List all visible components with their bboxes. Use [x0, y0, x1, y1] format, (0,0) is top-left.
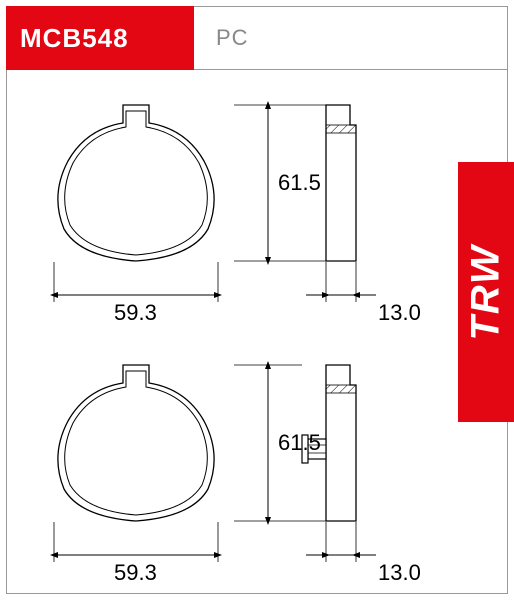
brand-logo-text: TRW [464, 244, 509, 340]
dim-pad2-height: 61.5 [278, 430, 321, 455]
product-code: PC [216, 25, 249, 51]
dim-pad2-width: 59.3 [114, 560, 157, 585]
dim-pad1-height: 61.5 [278, 170, 321, 195]
part-number: MCB548 [20, 23, 129, 54]
header-code-box: PC [194, 6, 508, 70]
dim-pad2-thickness: 13.0 [378, 560, 421, 585]
technical-diagram: 61.5 59.3 13.0 61.5 59.3 13.0 [6, 70, 456, 594]
dim-pad1-width: 59.3 [114, 300, 157, 325]
header-part-box: MCB548 [6, 6, 194, 70]
dim-pad1-thickness: 13.0 [378, 300, 421, 325]
brand-logo: TRW [458, 162, 514, 422]
header: MCB548 PC [6, 6, 508, 70]
